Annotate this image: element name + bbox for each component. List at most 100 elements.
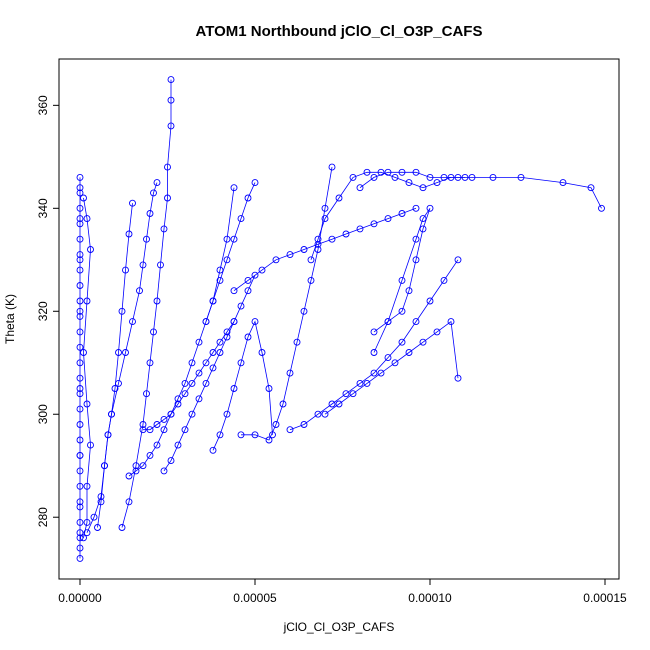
data-point [153,179,161,187]
data-point [83,482,91,490]
data-point [80,349,87,356]
data-point [223,328,231,336]
data-point [237,302,245,310]
data-point [97,498,105,506]
data-point [202,318,210,326]
data-point [153,297,161,305]
data-point [83,400,91,408]
data-point [251,318,259,326]
data-point [132,467,140,475]
series-16 [202,179,259,326]
data-point [111,385,119,392]
data-point [209,349,217,356]
data-point [146,210,154,217]
data-point [146,359,154,367]
data-point [76,297,84,305]
data-point [129,318,136,326]
data-point [216,276,224,284]
data-point [412,204,420,212]
data-point [160,225,168,233]
data-point [195,369,203,377]
y-tick-label: 340 [36,198,50,218]
y-tick-label: 300 [36,404,50,424]
data-point [328,235,336,243]
data-point [384,168,392,176]
series-line [205,182,256,322]
data-point [76,503,84,511]
data-point [419,215,427,223]
data-point [598,204,605,212]
data-point [265,385,273,392]
series-14 [321,318,462,418]
data-point [286,251,294,259]
data-point [370,173,378,181]
data-point [76,359,84,367]
data-point [258,349,266,356]
y-axis-label: Theta (K) [3,294,17,344]
data-point [398,307,406,315]
series-line [310,171,465,260]
data-point [300,246,308,253]
x-tick-label: 0.00000 [58,591,102,605]
data-point [440,173,448,181]
data-point [122,349,129,356]
data-point [76,189,84,197]
data-point [160,426,168,434]
data-point [76,220,84,228]
data-point [370,220,378,228]
data-point [244,287,252,295]
series-1 [80,194,94,542]
data-point [87,246,94,253]
data-point [223,410,231,418]
data-point [398,338,406,346]
data-point [108,410,115,418]
data-point [202,359,210,367]
data-point [419,225,427,233]
series-line [212,320,273,451]
data-point [307,256,315,264]
data-point [202,379,210,387]
data-point [251,179,259,187]
data-point [76,328,84,336]
data-point [237,359,245,367]
data-point [251,431,259,439]
data-point [230,318,238,326]
data-point [405,287,413,295]
data-point [314,235,322,243]
data-point [181,379,189,387]
x-tick-label: 0.00010 [408,591,452,605]
data-point [419,184,427,192]
data-point [118,307,126,315]
series-10 [286,256,462,434]
plot-frame [58,58,620,580]
series-line [83,197,91,538]
series-2 [83,199,136,537]
data-point [517,173,525,181]
data-point [76,307,84,315]
data-point [265,436,273,444]
chart-title: ATOM1 Northbound jClO_Cl_O3P_CAFS [196,23,483,40]
data-point [83,215,91,223]
series-line [324,320,459,415]
x-tick-label: 0.00005 [233,591,277,605]
series-3 [94,179,161,531]
data-point [412,256,420,264]
data-point [195,395,203,403]
data-point [83,518,91,526]
data-point [80,194,87,202]
data-point [209,446,217,454]
data-point [405,349,413,356]
data-point [76,451,84,459]
data-point [489,173,497,181]
data-point [76,436,84,444]
data-point [454,374,462,382]
data-point [118,524,126,531]
data-point [412,235,420,243]
data-point [160,415,168,423]
y-tick-label: 360 [36,95,50,115]
data-point [587,184,595,192]
data-point [115,379,122,387]
data-point [447,318,455,326]
data-layer [76,76,605,562]
